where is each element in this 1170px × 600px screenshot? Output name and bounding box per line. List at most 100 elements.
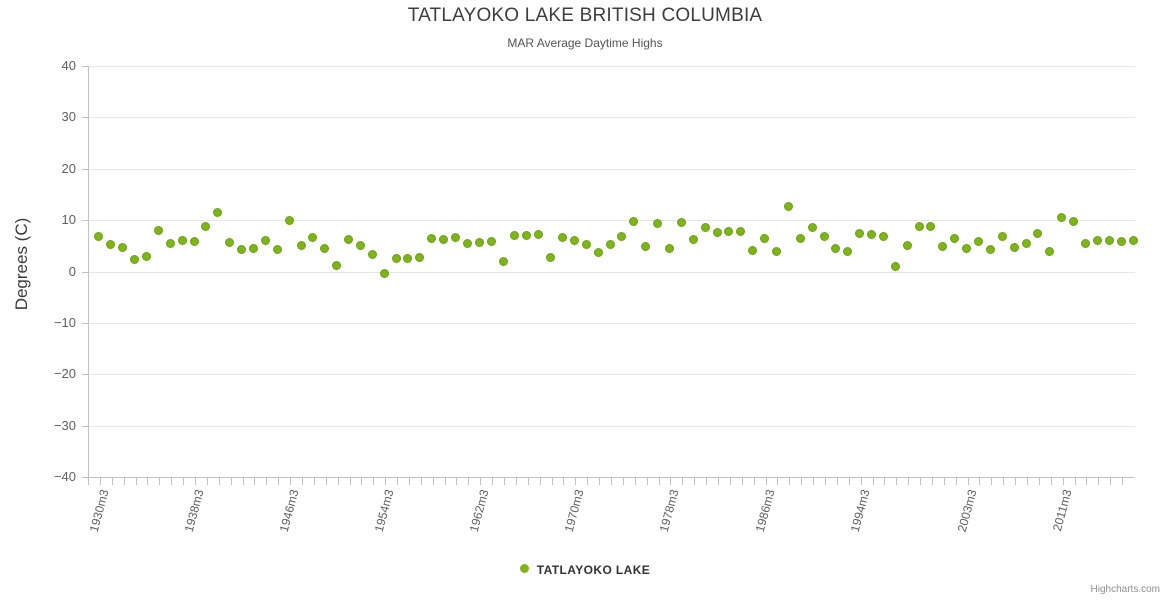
data-point[interactable] [974,236,984,246]
y-axis-tick-mark [82,477,88,478]
data-point[interactable] [189,237,199,247]
data-point[interactable] [724,226,734,236]
data-point[interactable] [831,244,841,254]
x-axis-tick-mark [943,478,945,485]
data-point[interactable] [153,226,163,236]
data-point[interactable] [272,244,282,254]
data-point[interactable] [201,222,211,232]
data-point[interactable] [94,232,104,242]
y-axis-tick-mark [82,374,88,376]
data-point[interactable] [344,234,354,244]
data-point[interactable] [474,237,484,247]
data-point[interactable] [914,221,924,231]
data-point[interactable] [1009,243,1019,253]
data-point[interactable] [653,219,663,229]
data-point[interactable] [605,240,615,250]
data-point[interactable] [1057,212,1067,222]
data-point[interactable] [439,235,449,245]
data-point[interactable] [403,253,413,263]
x-axis-tick-mark [658,478,660,485]
data-point[interactable] [593,247,603,257]
data-point[interactable] [391,254,401,264]
data-point[interactable] [641,241,651,251]
data-point[interactable] [355,241,365,251]
data-point[interactable] [558,233,567,243]
data-point[interactable] [1069,217,1079,227]
data-point[interactable] [225,237,235,247]
data-point[interactable] [379,268,389,278]
data-point[interactable] [451,232,461,242]
data-point[interactable] [760,233,770,243]
data-point[interactable] [938,241,948,251]
data-point[interactable] [867,230,877,239]
data-point[interactable] [510,230,520,240]
data-point[interactable] [736,226,746,236]
data-point[interactable] [688,234,698,244]
data-point[interactable] [427,233,437,243]
data-point[interactable] [664,243,674,253]
data-point[interactable] [1116,236,1126,246]
data-point[interactable] [712,228,722,238]
data-point[interactable] [130,255,140,265]
data-point[interactable] [950,233,960,243]
data-point[interactable] [308,232,318,242]
data-point[interactable] [771,247,781,257]
data-point[interactable] [141,251,151,261]
data-point[interactable] [902,240,912,250]
data-point[interactable] [807,222,817,232]
data-point[interactable] [248,243,258,253]
data-point[interactable] [486,236,496,246]
data-point[interactable] [1033,229,1043,239]
x-axis-tick-mark [587,478,589,485]
data-point[interactable] [997,232,1007,242]
data-point[interactable] [748,246,758,256]
data-point[interactable] [819,232,829,242]
data-point[interactable] [284,215,294,225]
data-point[interactable] [165,238,175,248]
data-point[interactable] [855,228,865,238]
data-point[interactable] [617,232,627,242]
data-point[interactable] [462,239,472,249]
data-point[interactable] [985,244,995,254]
data-point[interactable] [237,244,247,254]
data-point[interactable] [296,241,306,251]
data-point[interactable] [546,253,556,263]
data-point[interactable] [118,242,128,252]
data-point[interactable] [878,231,888,241]
y-axis-tick-label: −30 [53,417,76,433]
data-point[interactable] [926,221,936,231]
legend-item-label[interactable]: TATLAYOKO LAKE [536,562,651,577]
data-point[interactable] [569,236,579,246]
data-point[interactable] [962,244,972,254]
data-point[interactable] [332,261,342,271]
highcharts-credits[interactable]: Highcharts.com [1090,584,1160,595]
data-point[interactable] [498,256,508,266]
data-point[interactable] [106,239,116,249]
data-point[interactable] [1045,246,1055,256]
data-point[interactable] [260,236,270,246]
data-point[interactable] [700,223,710,233]
data-point[interactable] [320,244,330,254]
data-point[interactable] [367,250,377,260]
data-point[interactable] [1081,238,1090,248]
data-point[interactable] [676,218,686,228]
data-point[interactable] [1092,236,1102,246]
data-point[interactable] [581,239,591,249]
data-point[interactable] [534,230,544,239]
data-point[interactable] [795,233,805,243]
data-point[interactable] [415,252,425,262]
data-point[interactable] [1128,236,1138,246]
x-axis-tick-mark [955,478,957,485]
data-point[interactable] [629,217,639,227]
data-point[interactable] [522,231,532,241]
data-point[interactable] [213,207,223,217]
data-point[interactable] [177,236,187,246]
data-point[interactable] [783,201,793,211]
data-point[interactable] [843,246,853,256]
x-axis-tick-mark [920,478,922,485]
data-point[interactable] [1104,236,1114,246]
data-point[interactable] [1021,238,1031,248]
data-point[interactable] [890,261,900,271]
chart-legend[interactable]: TATLAYOKO LAKE [0,562,1170,577]
